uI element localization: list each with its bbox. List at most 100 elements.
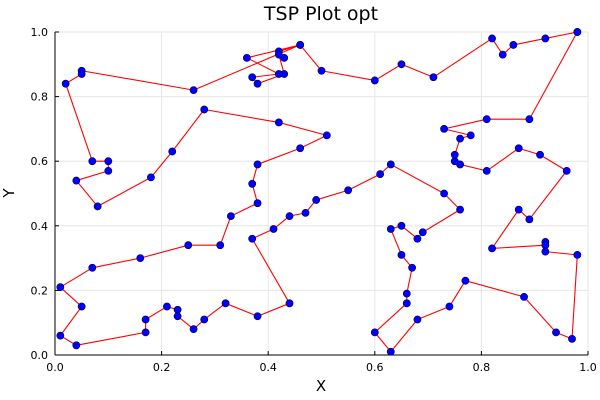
city-point xyxy=(408,263,417,272)
route-segment xyxy=(204,108,279,123)
y-tick-label: 0.4 xyxy=(31,220,49,233)
city-point xyxy=(370,76,379,85)
route-segment xyxy=(492,244,546,249)
city-point xyxy=(525,115,534,124)
city-point xyxy=(56,331,65,340)
route-segment xyxy=(230,202,258,217)
route-segment xyxy=(76,331,146,346)
y-tick-label: 0.6 xyxy=(31,155,49,168)
route-segment xyxy=(443,118,487,130)
route-segment xyxy=(459,163,487,172)
route-segment xyxy=(75,180,99,207)
city-point xyxy=(509,41,518,49)
city-point xyxy=(72,341,81,350)
city-point xyxy=(344,186,353,195)
route-segment xyxy=(60,267,93,288)
y-tick-label: 0.0 xyxy=(31,349,49,362)
route-segment xyxy=(491,209,520,249)
route-segment xyxy=(513,37,546,46)
city-point xyxy=(221,299,230,308)
city-point xyxy=(253,199,262,208)
route-segment xyxy=(539,154,567,172)
city-point xyxy=(200,105,209,114)
route-segment xyxy=(523,296,557,333)
route-segment xyxy=(278,121,327,136)
city-point xyxy=(189,325,198,334)
city-point xyxy=(56,283,65,292)
route-segment xyxy=(76,170,109,182)
city-point xyxy=(568,334,576,343)
route-segment xyxy=(299,44,322,72)
route-segment xyxy=(257,147,301,165)
city-point xyxy=(104,157,113,166)
route-segment xyxy=(374,332,392,353)
city-point xyxy=(173,305,182,314)
city-point xyxy=(88,157,97,166)
city-point xyxy=(541,34,550,43)
route-segment xyxy=(528,31,578,120)
city-point xyxy=(418,228,427,237)
route-segment xyxy=(390,163,445,194)
city-point xyxy=(413,315,422,324)
city-point xyxy=(242,53,251,62)
city-point xyxy=(253,79,262,88)
route-segment xyxy=(406,267,413,294)
route-segment xyxy=(390,319,418,353)
x-tick-label: 1.0 xyxy=(579,361,597,374)
city-point xyxy=(77,302,86,311)
city-point xyxy=(482,166,491,175)
city-point xyxy=(285,299,294,308)
x-axis-label: X xyxy=(316,377,326,395)
city-point xyxy=(253,312,262,321)
city-point xyxy=(541,241,550,250)
route-segment xyxy=(347,173,381,191)
axes xyxy=(54,31,589,356)
route-segment xyxy=(299,134,328,149)
city-point xyxy=(168,147,177,156)
city-point xyxy=(573,250,582,259)
route-segment xyxy=(443,128,471,136)
city-point xyxy=(514,144,523,153)
city-point xyxy=(285,212,294,221)
city-point xyxy=(274,118,283,127)
city-markers xyxy=(56,28,582,356)
route-segment xyxy=(145,306,168,320)
route-segment xyxy=(252,73,279,78)
city-point xyxy=(163,302,171,311)
city-point xyxy=(253,160,262,169)
city-point xyxy=(397,221,406,230)
city-point xyxy=(104,166,113,175)
city-point xyxy=(248,73,257,82)
x-tick-label: 0.6 xyxy=(366,361,384,374)
city-point xyxy=(456,134,464,143)
city-point xyxy=(248,234,257,243)
city-point xyxy=(450,150,459,159)
chart-title: TSP Plot opt xyxy=(263,3,378,25)
city-point xyxy=(429,73,438,82)
city-point xyxy=(200,315,209,324)
city-point xyxy=(370,328,379,337)
x-tick-label: 0.8 xyxy=(473,361,491,374)
city-point xyxy=(386,225,395,233)
route-segment xyxy=(59,286,83,307)
route-segment xyxy=(374,302,408,333)
route-segment xyxy=(433,38,493,78)
route-segment xyxy=(140,244,189,259)
city-point xyxy=(147,173,155,182)
city-point xyxy=(536,150,544,159)
city-point xyxy=(541,247,550,256)
city-point xyxy=(216,241,225,250)
city-point xyxy=(173,312,182,321)
route-segment xyxy=(171,109,205,152)
city-point xyxy=(498,50,507,59)
city-point xyxy=(274,50,283,59)
city-point xyxy=(573,28,582,36)
city-point xyxy=(402,289,411,298)
city-point xyxy=(402,299,411,308)
city-point xyxy=(397,250,406,259)
route-segment xyxy=(251,238,290,304)
route-segment xyxy=(203,302,226,320)
x-tick-label: 0.4 xyxy=(259,361,277,374)
city-point xyxy=(386,160,395,169)
